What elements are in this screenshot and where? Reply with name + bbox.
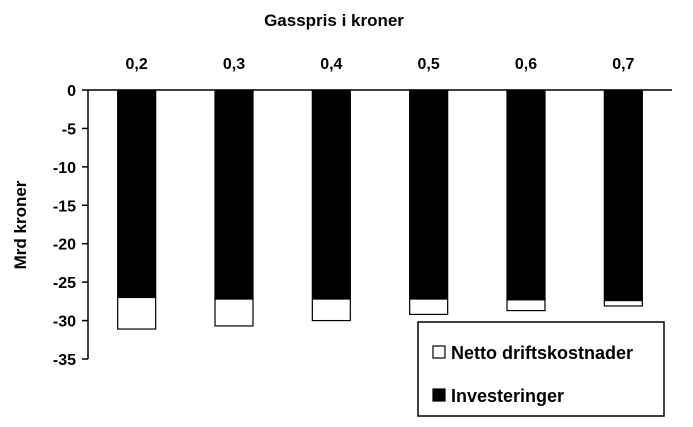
bar-netto-driftskostnader: [214, 298, 254, 327]
x-tick-label: 0,2: [126, 56, 148, 73]
y-tick-label: -25: [53, 275, 76, 292]
bar-investeringer: [214, 89, 254, 300]
bar-investeringer: [506, 89, 546, 301]
x-tick-label: 0,3: [223, 56, 245, 73]
bar-netto-driftskostnader: [506, 299, 546, 312]
bars-group: [117, 89, 643, 330]
y-tick-label: 0: [67, 83, 76, 100]
legend-label-netto-driftskostnader: Netto driftskostnader: [451, 343, 633, 363]
legend-swatch-netto-driftskostnader: [432, 345, 446, 359]
bar-netto-driftskostnader: [603, 299, 643, 307]
bar-investeringer: [603, 89, 643, 302]
bar-investeringer: [311, 89, 351, 300]
y-axis-label: Mrd kroner: [11, 180, 30, 269]
x-tick-label: 0,5: [418, 56, 440, 73]
y-tick-label: -30: [53, 314, 76, 331]
chart-title: Gasspris i kroner: [264, 11, 404, 30]
bar-netto-driftskostnader: [409, 298, 449, 316]
legend-label-investeringer: Investeringer: [451, 386, 564, 406]
x-tick-label: 0,7: [612, 56, 634, 73]
legend: Netto driftskostnader Investeringer: [417, 321, 665, 417]
y-tick-label: -5: [62, 121, 76, 138]
bar-netto-driftskostnader: [311, 298, 351, 322]
y-axis-ticks: 0 -5 -10 -15 -20 -25 -30 -35: [53, 83, 88, 369]
y-tick-label: -20: [53, 237, 76, 254]
legend-swatch-investeringer: [432, 388, 446, 402]
y-tick-label: -35: [53, 352, 76, 369]
legend-box: [417, 321, 665, 417]
x-tick-label: 0,6: [515, 56, 537, 73]
y-tick-label: -15: [53, 198, 76, 215]
x-tick-labels: 0,2 0,3 0,4 0,5 0,6 0,7: [126, 56, 635, 73]
x-tick-label: 0,4: [320, 56, 342, 73]
bar-investeringer: [409, 89, 449, 300]
bar-investeringer: [117, 89, 157, 299]
bar-netto-driftskostnader: [117, 296, 157, 330]
y-tick-label: -10: [53, 160, 76, 177]
